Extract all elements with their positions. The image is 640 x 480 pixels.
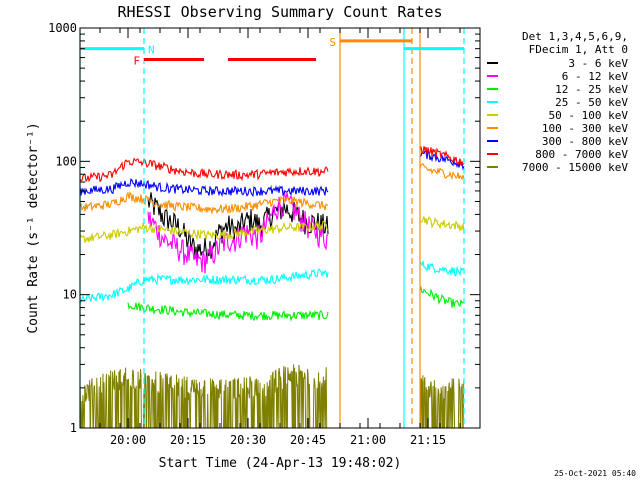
y-tick-label-2: 100 <box>55 154 77 168</box>
series-5 <box>79 163 465 215</box>
legend-item-2: 12 - 25 keV <box>555 83 628 96</box>
plot-area <box>79 146 465 429</box>
series-3 <box>79 260 465 304</box>
legend-item-4: 50 - 100 keV <box>549 109 629 122</box>
legend-header-line-1: Det 1,3,4,5,6,9, <box>522 30 628 43</box>
chart-title: RHESSI Observing Summary Count Rates <box>117 3 442 21</box>
series-1-segment-0 <box>147 190 329 274</box>
annotation-layer: NF S <box>79 28 465 428</box>
series-0-segment-0 <box>147 192 329 261</box>
axes: 20:00 20:15 20:30 20:45 21:00 21:15 1 10 100 1000 <box>48 21 481 447</box>
legend-item-1: 6 - 12 keV <box>562 70 629 83</box>
y-tick-label-3: 1000 <box>48 21 77 35</box>
series-4 <box>79 216 465 244</box>
series-7-segment-0 <box>79 157 329 183</box>
legend-item-3: 25 - 50 keV <box>555 96 628 109</box>
x-tick-label-0: 20:00 <box>110 433 146 447</box>
series-5-segment-0 <box>79 191 329 215</box>
legend-item-7: 800 - 7000 keV <box>535 148 628 161</box>
x-axis-label: Start Time (24-Apr-13 19:48:02) <box>159 456 402 471</box>
series-2 <box>127 285 465 323</box>
legend-item-5: 100 - 300 keV <box>542 122 628 135</box>
series-0 <box>147 192 329 261</box>
series-2-segment-0 <box>127 302 329 323</box>
x-tick-label-5: 21:15 <box>410 433 446 447</box>
series-5-segment-1 <box>419 163 465 181</box>
legend-item-8: 7000 - 15000 keV <box>522 161 628 174</box>
flag-flare-label: F <box>133 55 140 68</box>
legend-item-6: 300 - 800 keV <box>542 135 628 148</box>
footer-timestamp: 25-Oct-2021 05:40 <box>554 469 636 478</box>
series-3-segment-1 <box>419 260 465 277</box>
series-6-segment-0 <box>79 178 329 197</box>
y-tick-label-0: 1 <box>70 421 77 435</box>
series-2-segment-1 <box>419 285 465 308</box>
x-tick-label-1: 20:15 <box>170 433 206 447</box>
series-3-segment-0 <box>79 268 329 304</box>
series-1 <box>147 190 329 274</box>
series-7-segment-1 <box>419 146 465 166</box>
legend-item-0: 3 - 6 keV <box>568 57 628 70</box>
x-tick-label-3: 20:45 <box>290 433 326 447</box>
flag-night-label: N <box>148 44 155 57</box>
flag-saa-label: S <box>329 36 336 49</box>
series-4-segment-1 <box>419 216 465 233</box>
series-8-segment-1 <box>419 375 465 429</box>
series-8-segment-0 <box>79 364 328 429</box>
series-7 <box>79 146 465 183</box>
y-tick-label-1: 10 <box>63 288 77 302</box>
legend: Det 1,3,4,5,6,9, FDecim 1, Att 0 3 - 6 k… <box>487 30 628 174</box>
x-tick-label-2: 20:30 <box>230 433 266 447</box>
y-axis-label: Count Rate (s⁻¹ detector⁻¹) <box>26 122 41 333</box>
series-8 <box>79 364 465 429</box>
legend-header-line-2: FDecim 1, Att 0 <box>529 43 628 56</box>
series-4-segment-0 <box>79 220 329 244</box>
x-tick-label-4: 21:00 <box>350 433 386 447</box>
series-6 <box>79 148 465 197</box>
